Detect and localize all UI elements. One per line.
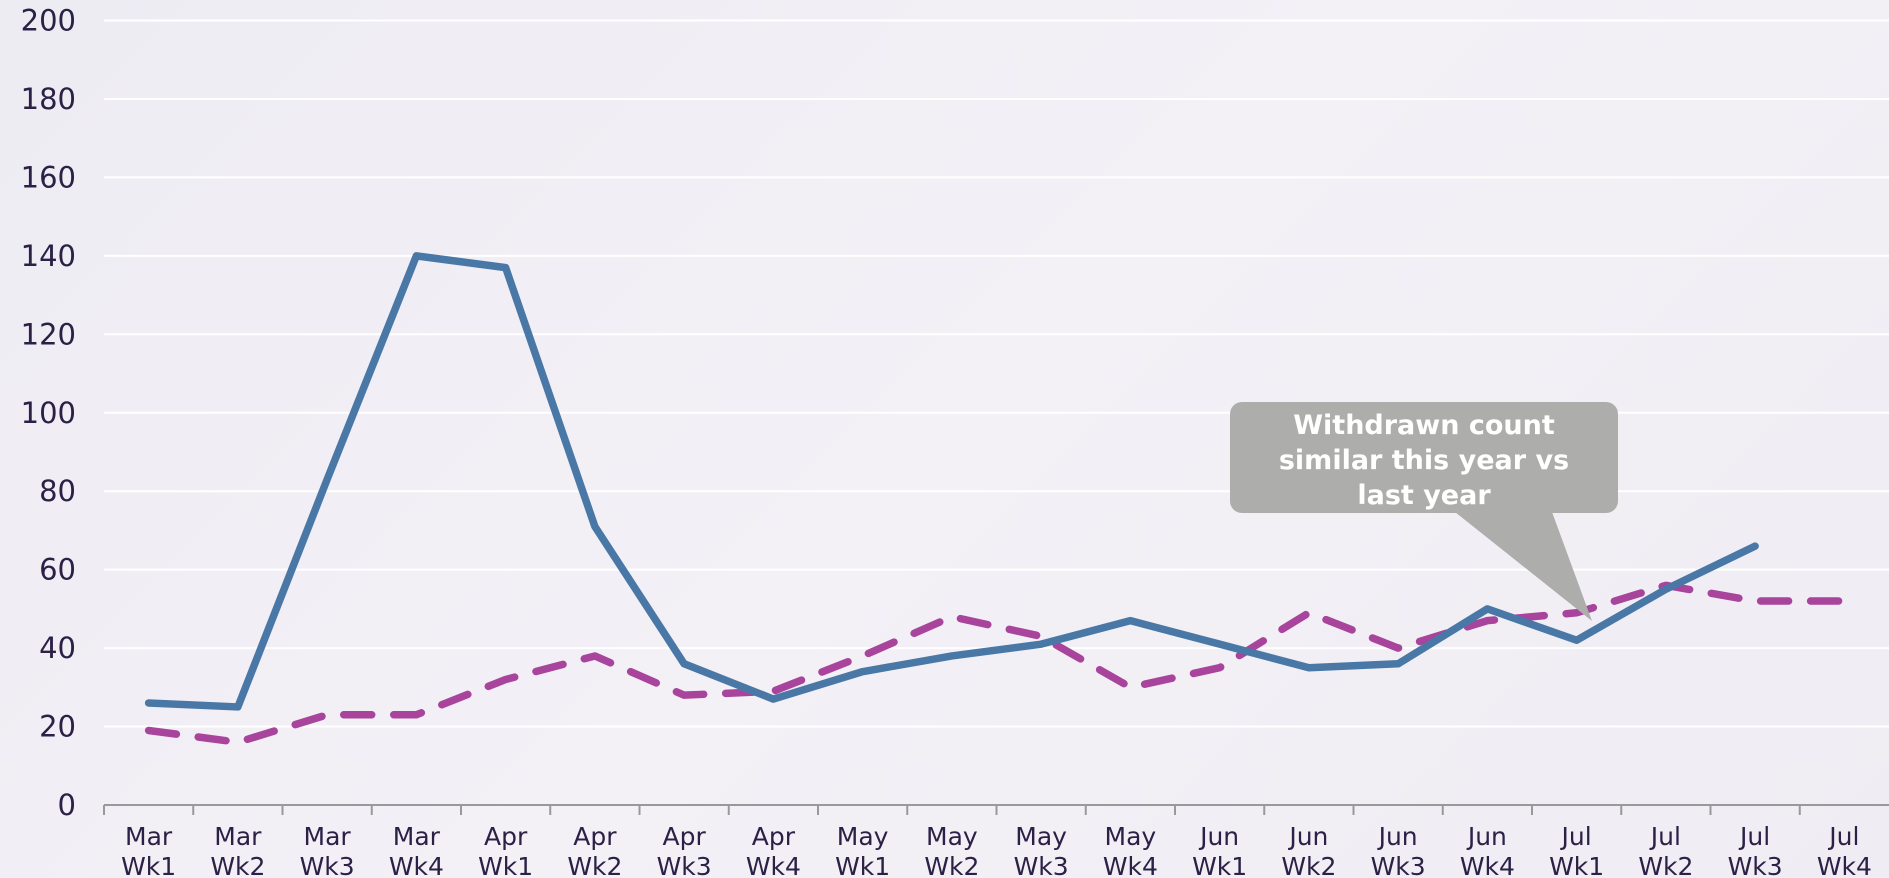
y-tick-label: 0 <box>58 788 76 822</box>
x-tick-label: Mar Wk2 <box>210 822 265 878</box>
x-tick-label: Jul Wk2 <box>1638 822 1693 878</box>
x-tick-label: Jun Wk1 <box>1192 822 1247 878</box>
x-tick-label: Mar Wk4 <box>389 822 444 878</box>
series-line <box>144 252 1759 711</box>
y-tick-label: 160 <box>21 160 76 194</box>
x-tick-label: Apr Wk1 <box>478 822 533 878</box>
y-tick-label: 20 <box>39 710 76 744</box>
callout <box>1230 402 1618 513</box>
series-line <box>144 581 1849 746</box>
annotation-box <box>1230 402 1618 621</box>
y-tick-label: 180 <box>21 82 76 116</box>
x-tick-label: Jun Wk4 <box>1460 822 1515 878</box>
x-tick-label: Jul Wk4 <box>1817 822 1872 878</box>
y-tick-label: 40 <box>39 631 76 665</box>
callout-pointer <box>1455 512 1592 621</box>
y-tick-label: 100 <box>21 396 76 430</box>
x-tick-label: Mar Wk1 <box>121 822 176 878</box>
annotation-text: Withdrawn count similar this year vs las… <box>1278 410 1570 511</box>
x-tick-label: Jul Wk3 <box>1728 822 1783 878</box>
x-tick-label: Jun Wk2 <box>1281 822 1336 878</box>
x-tick-label: Apr Wk3 <box>657 822 712 878</box>
x-tick-label: May Wk1 <box>835 822 890 878</box>
y-tick-label: 80 <box>39 474 76 508</box>
x-tick-label: May Wk3 <box>1014 822 1069 878</box>
y-tick-label: 200 <box>21 4 76 38</box>
y-tick-label: 140 <box>21 239 76 273</box>
x-tick-label: Jun Wk3 <box>1371 822 1426 878</box>
x-tick-label: Apr Wk4 <box>746 822 801 878</box>
y-tick-label: 60 <box>39 553 76 587</box>
x-tick-label: Jul Wk1 <box>1549 822 1604 878</box>
x-tick-label: Apr Wk2 <box>567 822 622 878</box>
y-tick-label: 120 <box>21 317 76 351</box>
x-tick-label: May Wk4 <box>1103 822 1158 878</box>
x-tick-label: Mar Wk3 <box>300 822 355 878</box>
x-tick-label: May Wk2 <box>924 822 979 878</box>
